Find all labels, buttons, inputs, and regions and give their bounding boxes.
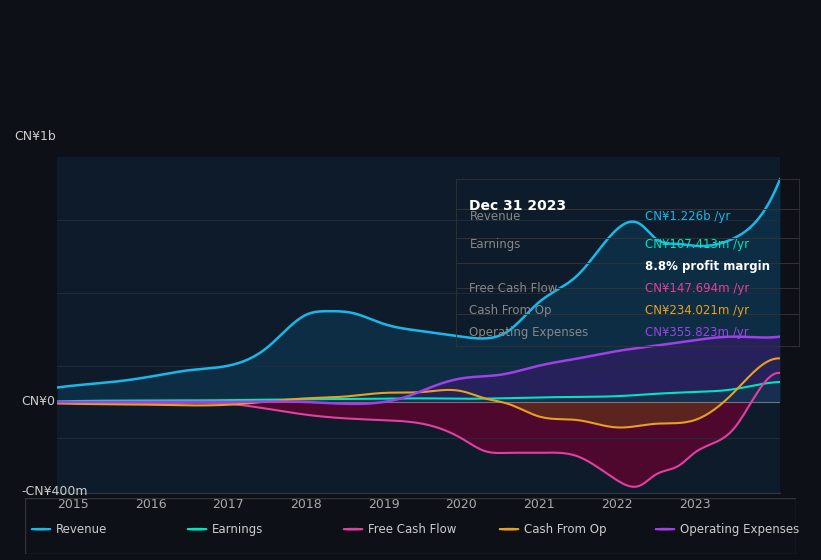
Text: Operating Expenses: Operating Expenses [680,522,799,536]
Text: CN¥1b: CN¥1b [14,130,56,143]
Circle shape [31,529,51,530]
Text: Earnings: Earnings [470,239,521,251]
Text: Earnings: Earnings [212,522,264,536]
Text: CN¥0: CN¥0 [21,395,55,408]
Circle shape [499,529,519,530]
Text: CN¥355.823m /yr: CN¥355.823m /yr [645,326,749,339]
Text: Revenue: Revenue [470,210,521,223]
Text: CN¥147.694m /yr: CN¥147.694m /yr [645,282,750,295]
Text: Operating Expenses: Operating Expenses [470,326,589,339]
Text: CN¥107.413m /yr: CN¥107.413m /yr [645,239,750,251]
Circle shape [343,529,363,530]
Text: Cash From Op: Cash From Op [524,522,606,536]
Text: CN¥234.021m /yr: CN¥234.021m /yr [645,304,750,317]
Text: Free Cash Flow: Free Cash Flow [470,282,557,295]
Text: -CN¥400m: -CN¥400m [21,485,88,498]
Text: Revenue: Revenue [56,522,108,536]
Text: Cash From Op: Cash From Op [470,304,552,317]
Circle shape [187,529,207,530]
Text: 8.8% profit margin: 8.8% profit margin [645,260,770,273]
Text: CN¥1.226b /yr: CN¥1.226b /yr [645,210,731,223]
Circle shape [655,529,675,530]
Text: Free Cash Flow: Free Cash Flow [368,522,456,536]
Text: Dec 31 2023: Dec 31 2023 [470,199,566,213]
